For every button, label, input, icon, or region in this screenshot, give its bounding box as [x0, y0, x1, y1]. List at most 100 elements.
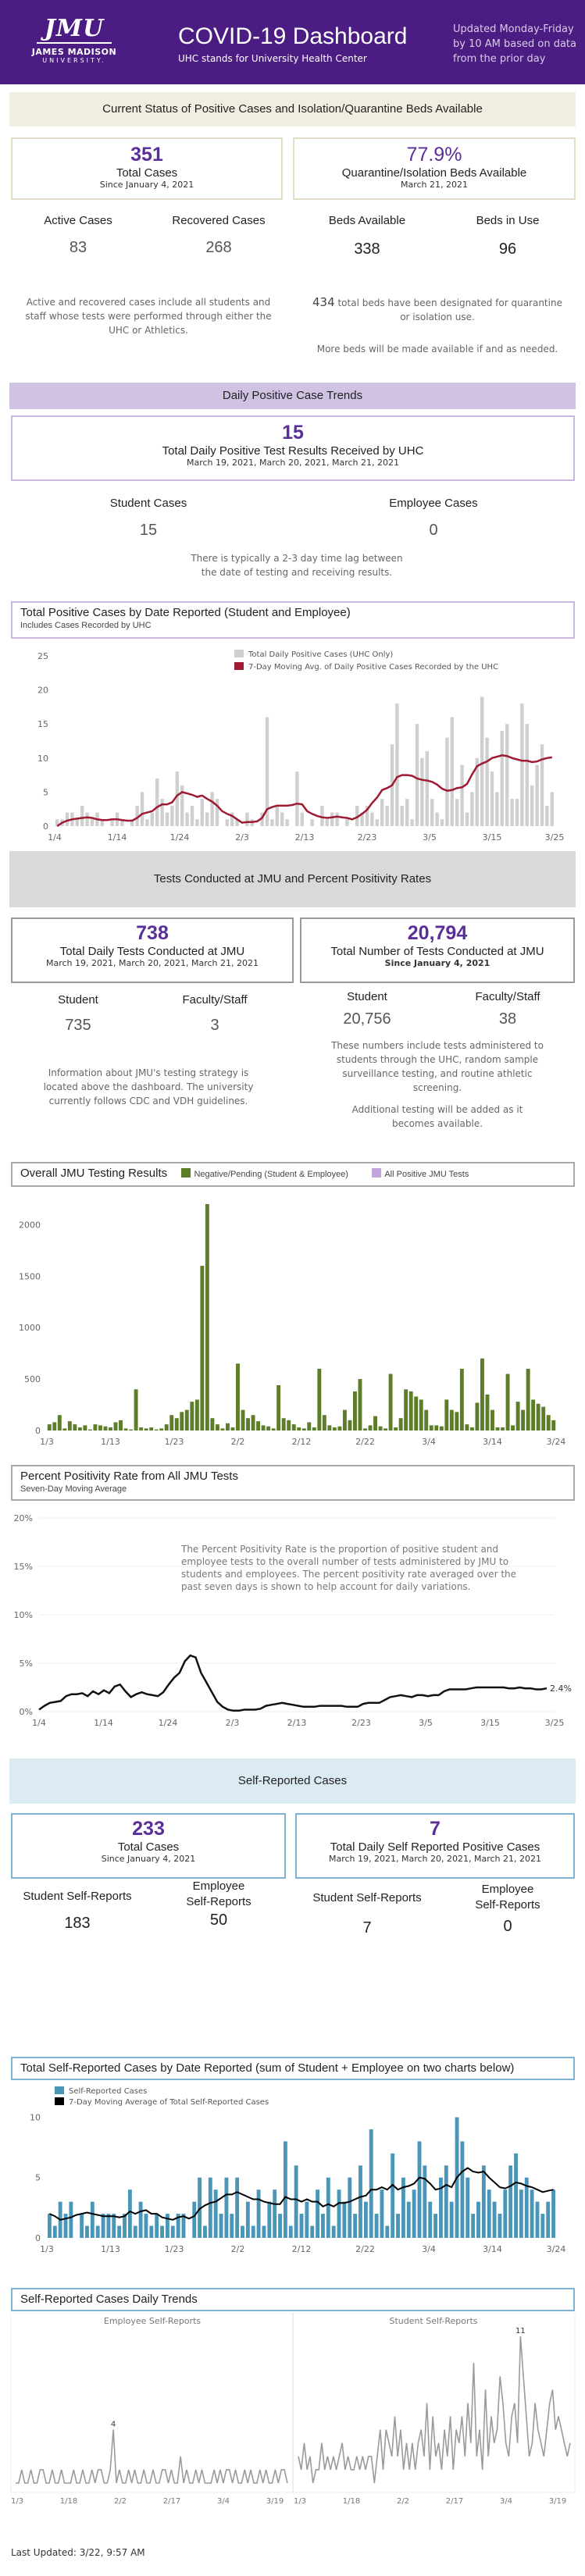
bar-negative-tests — [551, 1420, 556, 1431]
bar-self-reported — [326, 2177, 330, 2238]
chart1-title-box: Total Positive Cases by Date Reported (S… — [11, 601, 575, 639]
bar-positive-cases — [195, 819, 199, 826]
bar-positive-cases — [435, 812, 439, 826]
x-tick-label: 3/4 — [217, 2497, 230, 2506]
total-cases-label: Total Cases — [116, 166, 178, 180]
bar-negative-tests — [93, 1424, 98, 1431]
bar-self-reported — [283, 2141, 287, 2238]
x-tick-label: 3/25 — [545, 1718, 565, 1728]
bar-positive-cases — [345, 819, 349, 826]
legend-negative-swatch — [181, 1168, 191, 1178]
beds-available-value: 338 — [354, 240, 380, 258]
bar-positive-cases — [230, 812, 234, 826]
bar-self-reported — [170, 2225, 175, 2238]
bar-negative-tests — [480, 1358, 484, 1431]
bar-negative-tests — [465, 1424, 469, 1431]
tests-student-total-label: Student — [347, 990, 387, 1003]
quarantine-value: 77.9% — [406, 144, 462, 166]
tests-faculty-total-label: Faculty/Staff — [475, 990, 540, 1003]
bar-self-reported — [492, 2201, 497, 2238]
bar-self-reported — [460, 2141, 465, 2238]
y-tick-label: 10% — [14, 1610, 33, 1620]
bar-negative-tests — [251, 1415, 255, 1431]
bar-self-reported — [245, 2201, 250, 2238]
x-tick-label: 3/15 — [483, 832, 502, 843]
positivity-end-label: 2.4% — [550, 1683, 572, 1694]
bar-self-reported — [213, 2189, 218, 2238]
daily-tests-dates: March 19, 2021, March 20, 2021, March 21… — [45, 958, 259, 968]
bar-positive-cases — [520, 704, 524, 826]
bar-self-reported — [305, 2201, 309, 2238]
student-panel-title: Student Self-Reports — [389, 2316, 477, 2326]
bar-negative-tests — [383, 1428, 388, 1431]
tests-faculty-value: 3 — [210, 1017, 219, 1034]
x-tick-label: 3/24 — [547, 2244, 566, 2254]
self-daily-card: 7 Total Daily Self Reported Positive Cas… — [295, 1813, 575, 1879]
employee-self-label: Employee Self-Reports — [186, 1879, 251, 1908]
bar-negative-tests — [103, 1426, 108, 1431]
student-cases-value: 15 — [139, 522, 158, 539]
x-tick-label: 2/12 — [292, 2244, 312, 2254]
bar-negative-tests — [388, 1374, 393, 1431]
employee-panel-title: Employee Self-Reports — [104, 2316, 201, 2326]
y-tick-label: 1000 — [19, 1323, 41, 1333]
bar-self-reported — [294, 2165, 298, 2238]
legend-ma-label: 7-Day Moving Avg. of Daily Positive Case… — [248, 663, 498, 672]
self-daily-trends-chart: Employee Self-Reports Student Self-Report… — [10, 2313, 576, 2506]
bar-negative-tests — [246, 1418, 250, 1431]
bar-negative-tests — [495, 1427, 500, 1431]
bar-negative-tests — [180, 1412, 184, 1431]
bar-positive-cases — [175, 771, 179, 826]
bar-positive-cases — [460, 764, 464, 826]
self-reported-band: Self-Reported Cases — [9, 1758, 576, 1804]
x-tick-label: 3/19 — [549, 2497, 566, 2506]
legend-ma-swatch — [234, 662, 244, 670]
bar-negative-tests — [434, 1425, 439, 1431]
bar-positive-cases — [85, 812, 89, 826]
bar-self-reported — [262, 2225, 266, 2238]
bar-negative-tests — [521, 1409, 526, 1431]
bar-positive-cases — [535, 764, 539, 826]
chart1-title: Total Positive Cases by Date Reported (S… — [20, 606, 351, 619]
x-tick-label: 3/4 — [500, 2497, 512, 2506]
x-tick-label: 1/23 — [165, 2244, 184, 2254]
bar-negative-tests — [87, 1429, 92, 1431]
y-tick-label: 0 — [35, 2233, 41, 2243]
self-moving-average-line — [48, 2167, 554, 2221]
bar-negative-tests — [398, 1418, 403, 1431]
bar-negative-tests — [73, 1424, 77, 1431]
bar-negative-tests — [226, 1423, 230, 1431]
x-tick-label: 3/4 — [422, 1437, 436, 1447]
bar-positive-cases — [410, 819, 414, 826]
y-tick-label: 0 — [43, 821, 48, 832]
bar-negative-tests — [47, 1424, 52, 1431]
bar-positive-cases — [440, 819, 444, 826]
daily-positive-card: 15 Total Daily Positive Test Results Rec… — [11, 415, 575, 481]
bar-negative-tests — [266, 1426, 271, 1431]
bar-negative-tests — [164, 1424, 169, 1431]
bar-positive-cases — [515, 799, 519, 826]
bar-negative-tests — [281, 1418, 286, 1431]
bar-self-reported — [90, 2201, 95, 2238]
bar-negative-tests — [419, 1399, 423, 1431]
bar-self-reported — [288, 2225, 293, 2238]
bar-positive-cases — [375, 819, 379, 826]
daily-positive-label: Total Daily Positive Test Results Receiv… — [162, 444, 424, 458]
bar-negative-tests — [210, 1418, 215, 1431]
x-tick-label: 3/15 — [480, 1718, 500, 1728]
x-tick-label: 1/18 — [343, 2497, 360, 2506]
bar-positive-cases — [525, 724, 529, 826]
bar-negative-tests — [363, 1428, 367, 1431]
x-tick-label: 1/3 — [40, 2244, 54, 2254]
x-tick-label: 3/24 — [547, 1437, 566, 1447]
bar-positive-cases — [110, 819, 114, 826]
total-tests-label: Total Number of Tests Conducted at JMU — [330, 945, 544, 958]
bar-positive-cases — [355, 805, 359, 826]
bar-negative-tests — [307, 1422, 312, 1431]
x-tick-label: 3/5 — [423, 832, 437, 843]
bar-self-reported — [230, 2214, 234, 2238]
bar-self-reported — [123, 2214, 127, 2238]
bar-self-reported — [514, 2153, 518, 2238]
bar-positive-cases — [365, 805, 369, 826]
bar-positive-cases — [260, 812, 264, 826]
